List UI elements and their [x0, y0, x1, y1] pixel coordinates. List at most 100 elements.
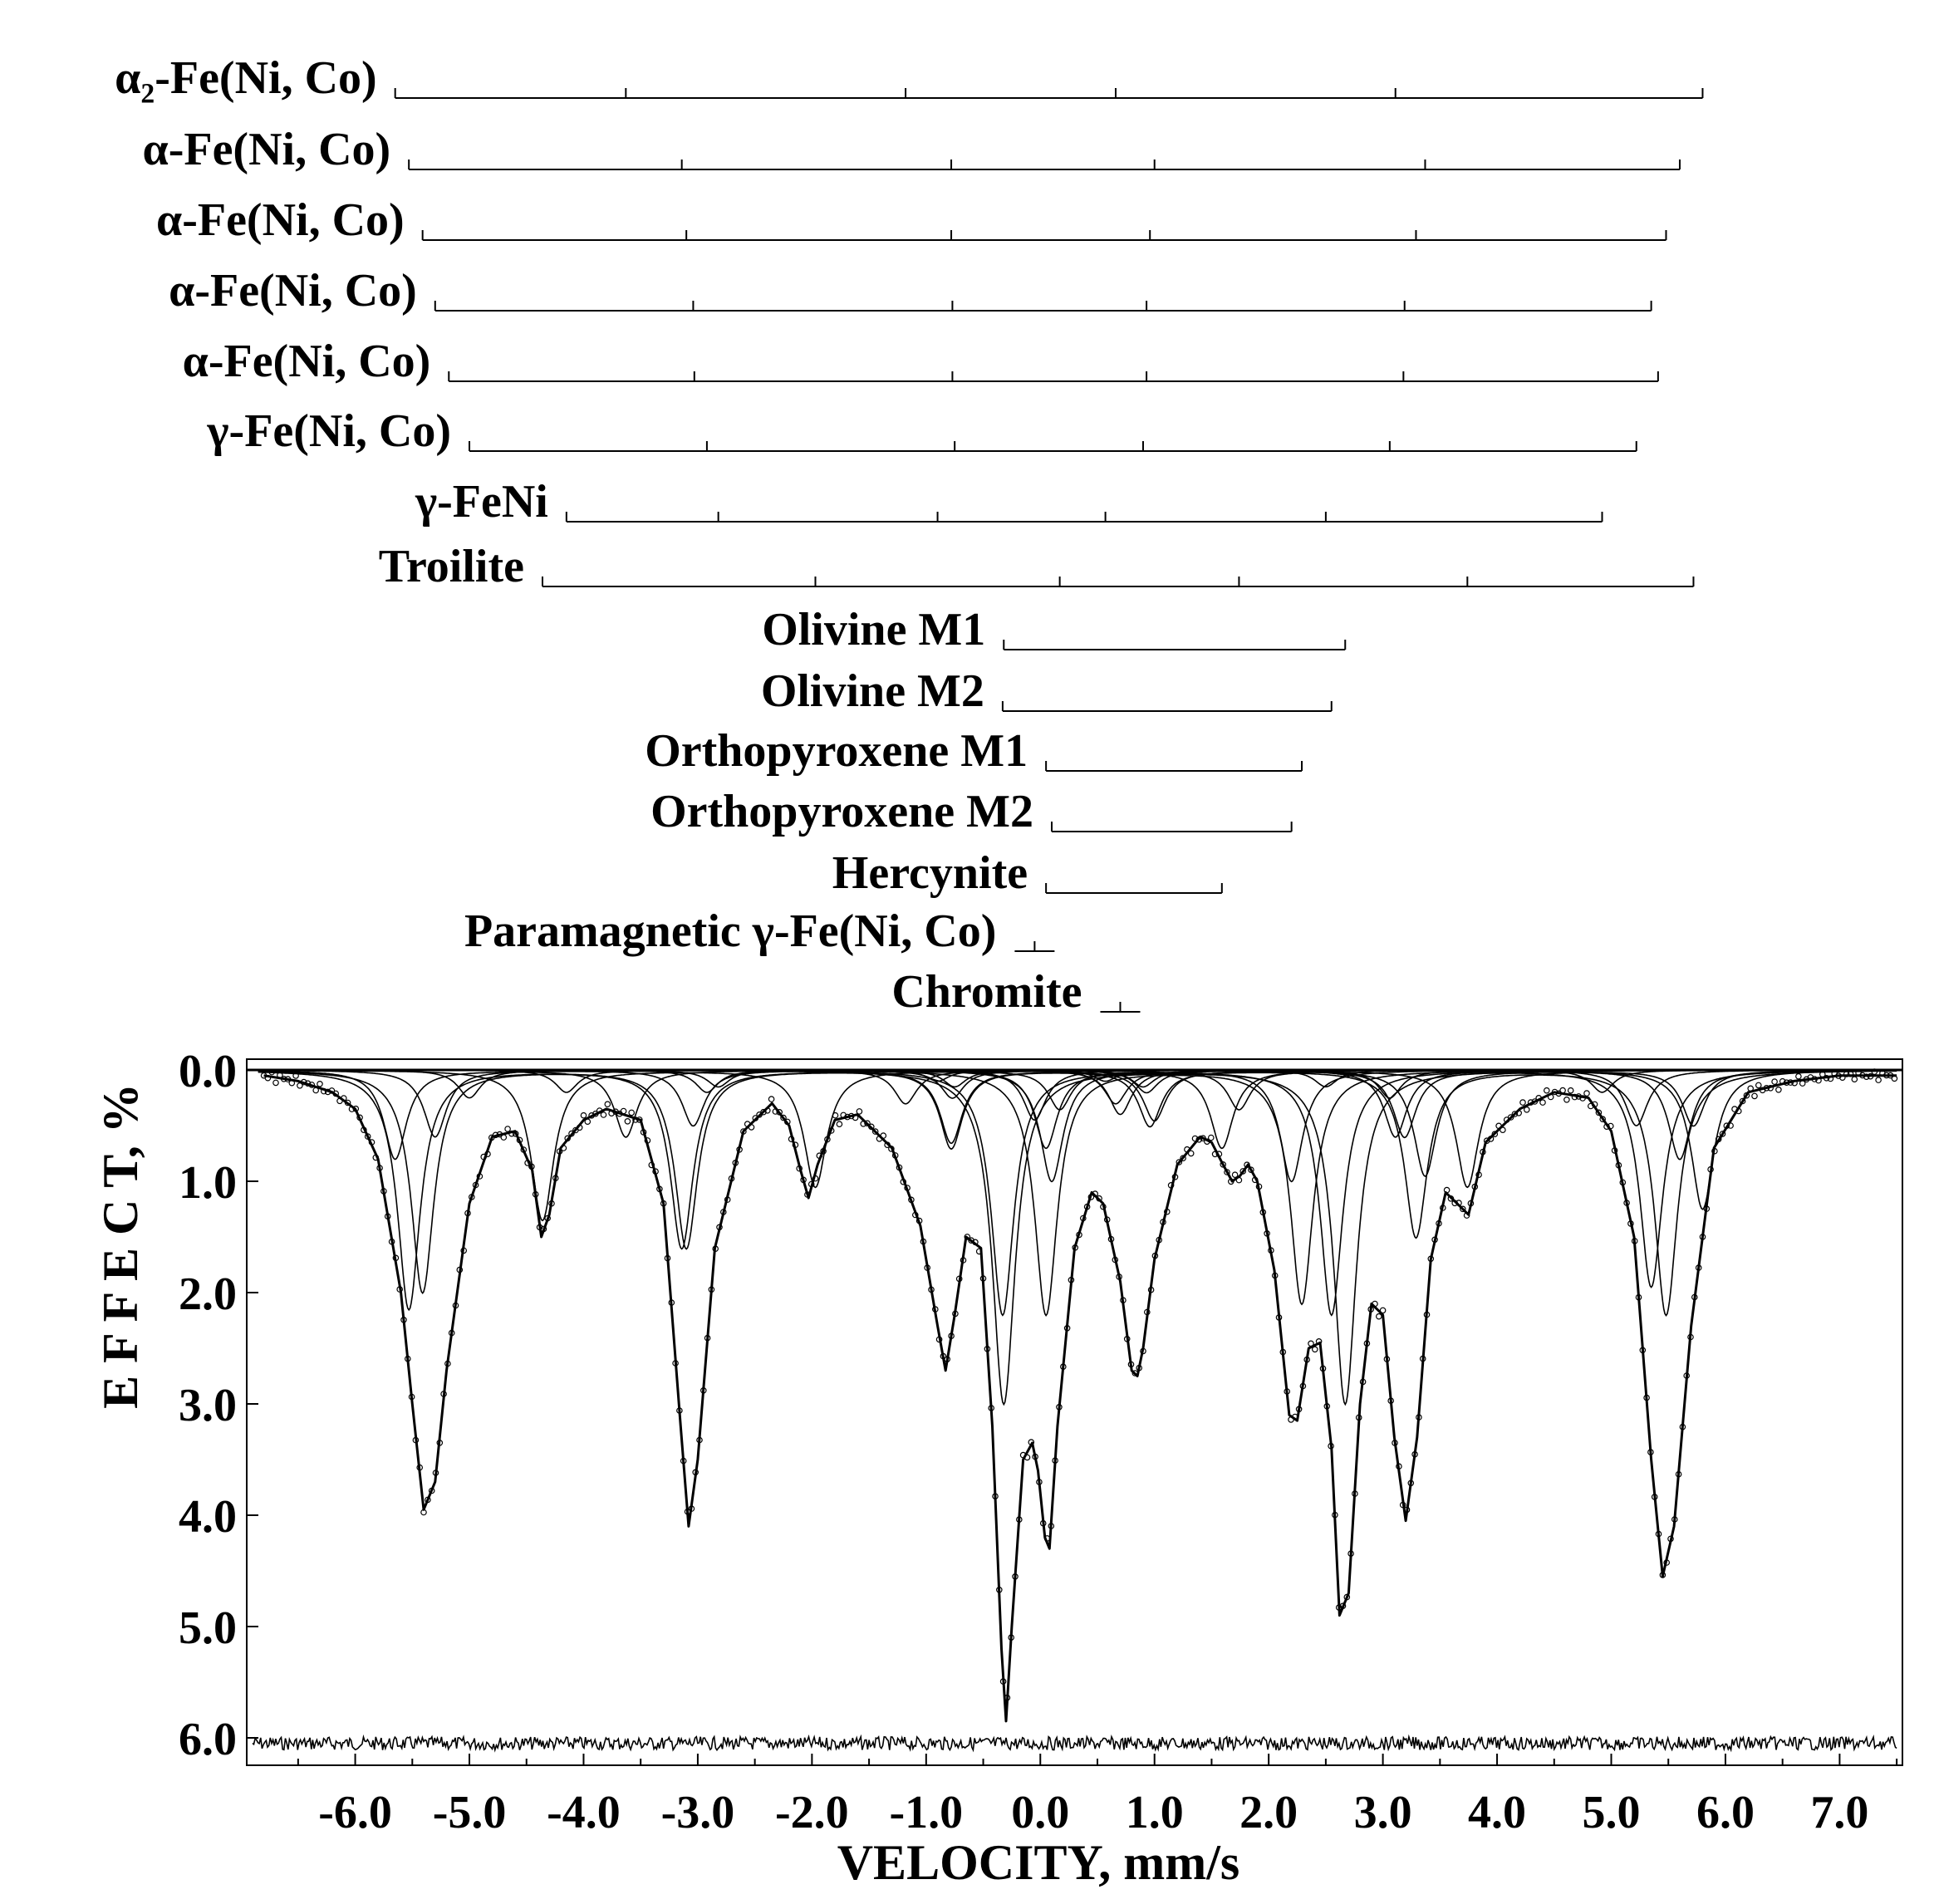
data-point	[552, 1175, 559, 1182]
data-point	[1791, 1079, 1798, 1087]
y-tick-label: 0.0	[179, 1046, 237, 1097]
subspectrum-curve	[258, 1069, 1897, 1126]
phase-row: α-Fe(Ni, Co)	[169, 265, 1652, 317]
x-tick-label: -1.0	[889, 1787, 963, 1838]
data-point	[792, 1141, 799, 1149]
data-point	[1303, 1356, 1311, 1363]
data-point	[292, 1072, 299, 1079]
data-point	[1687, 1333, 1694, 1341]
data-point	[1204, 1138, 1210, 1146]
data-point	[297, 1082, 303, 1089]
data-point	[580, 1111, 587, 1119]
data-point	[648, 1161, 655, 1169]
data-point	[1703, 1205, 1711, 1212]
data-point	[1372, 1300, 1378, 1308]
data-point	[1683, 1372, 1691, 1379]
data-point	[624, 1118, 631, 1125]
data-point	[1112, 1256, 1119, 1264]
data-point	[436, 1440, 444, 1446]
data-point	[1719, 1131, 1726, 1137]
data-point	[752, 1115, 759, 1121]
data-point	[780, 1114, 787, 1121]
data-point	[1052, 1457, 1058, 1465]
data-point	[1695, 1264, 1702, 1271]
data-point	[1635, 1293, 1642, 1301]
phase-row: Olivine M2	[761, 665, 1333, 717]
data-point	[844, 1113, 851, 1121]
data-point	[884, 1141, 891, 1149]
data-point	[924, 1264, 931, 1271]
data-point	[840, 1111, 847, 1119]
data-point	[1251, 1176, 1259, 1184]
data-point	[496, 1131, 503, 1138]
data-point	[1195, 1136, 1203, 1143]
data-point	[1127, 1361, 1135, 1368]
data-point	[1028, 1439, 1035, 1445]
phase-stick-diagram: α₂-Fe(Ni, Co) α-Fe(Ni, Co) α-Fe(Ni, Co) α-F…	[115, 52, 1704, 1018]
data-point	[760, 1108, 767, 1116]
data-point	[620, 1107, 627, 1115]
data-point	[536, 1224, 543, 1231]
data-point	[1599, 1116, 1607, 1123]
data-point	[1460, 1205, 1466, 1213]
data-point	[1787, 1079, 1794, 1086]
data-point	[908, 1196, 915, 1204]
data-point	[1147, 1286, 1155, 1293]
data-point	[1639, 1347, 1647, 1354]
y-tick-label: 6.0	[179, 1714, 237, 1765]
data-point	[1671, 1516, 1678, 1523]
data-point	[420, 1509, 427, 1516]
data-point	[628, 1109, 636, 1116]
data-point	[300, 1078, 307, 1086]
data-point	[320, 1087, 327, 1095]
data-point	[1431, 1236, 1438, 1244]
data-point	[836, 1121, 843, 1128]
data-point	[1767, 1085, 1774, 1092]
data-point	[827, 1127, 835, 1134]
data-point	[1392, 1440, 1398, 1446]
x-tick-label: 5.0	[1583, 1787, 1641, 1838]
data-point	[1016, 1516, 1023, 1524]
data-point	[1675, 1470, 1682, 1478]
data-point	[440, 1391, 447, 1397]
data-point	[1727, 1122, 1734, 1129]
data-point	[935, 1336, 943, 1343]
phase-row: Olivine M1	[762, 604, 1347, 655]
data-point	[492, 1131, 499, 1139]
data-point	[1839, 1074, 1846, 1082]
phase-row: α₂-Fe(Ni, Co)	[115, 52, 1704, 104]
data-point	[596, 1107, 603, 1114]
data-point	[1407, 1480, 1415, 1487]
phase-row: Orthopyroxene M1	[645, 725, 1303, 777]
data-point	[968, 1237, 974, 1244]
data-point	[1480, 1148, 1486, 1156]
phase-label: α-Fe(Ni, Co)	[142, 124, 390, 175]
phase-label: γ-Fe(Ni, Co)	[206, 405, 451, 457]
residual-group	[252, 1734, 1897, 1753]
data-point	[1072, 1244, 1079, 1251]
data-point	[952, 1310, 959, 1318]
data-point	[1735, 1107, 1742, 1115]
data-point	[1711, 1147, 1718, 1155]
data-point	[800, 1176, 807, 1184]
data-point	[1763, 1085, 1770, 1092]
data-point	[1396, 1463, 1402, 1470]
data-point	[1080, 1215, 1087, 1222]
data-point	[544, 1215, 552, 1222]
data-point	[280, 1076, 287, 1082]
data-point	[476, 1173, 484, 1180]
data-point	[1352, 1490, 1358, 1497]
x-tick-label: -2.0	[775, 1787, 849, 1838]
data-point	[975, 1248, 983, 1255]
data-point	[632, 1116, 639, 1123]
data-point	[288, 1079, 296, 1087]
fit-envelope-curve	[263, 1074, 1897, 1723]
data-point	[1583, 1090, 1590, 1097]
x-axis-title: VELOCITY, mm/s	[837, 1835, 1240, 1890]
data-point	[928, 1286, 935, 1293]
data-point	[1451, 1200, 1459, 1207]
data-point	[820, 1148, 827, 1155]
x-tick-label: -3.0	[661, 1787, 735, 1838]
data-point	[1655, 1530, 1662, 1538]
data-point	[356, 1114, 363, 1121]
